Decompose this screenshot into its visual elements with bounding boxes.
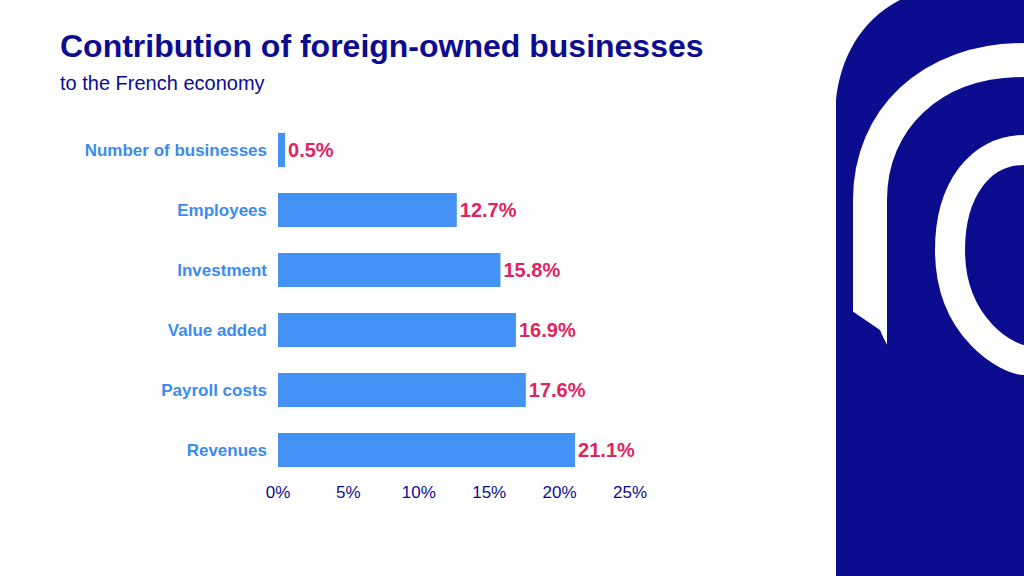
svg-text:0.5%: 0.5% xyxy=(288,139,334,161)
svg-text:15%: 15% xyxy=(472,483,506,502)
svg-text:Revenues: Revenues xyxy=(187,441,267,460)
svg-text:5%: 5% xyxy=(336,483,361,502)
svg-text:Value added: Value added xyxy=(168,321,267,340)
svg-text:Payroll costs: Payroll costs xyxy=(161,381,267,400)
svg-text:Number of businesses: Number of businesses xyxy=(85,141,267,160)
svg-text:0%: 0% xyxy=(266,483,291,502)
svg-text:Employees: Employees xyxy=(177,201,267,220)
svg-text:25%: 25% xyxy=(613,483,647,502)
svg-text:17.6%: 17.6% xyxy=(529,379,586,401)
svg-text:Investment: Investment xyxy=(177,261,267,280)
svg-text:15.8%: 15.8% xyxy=(503,259,560,281)
svg-text:16.9%: 16.9% xyxy=(519,319,576,341)
svg-text:20%: 20% xyxy=(543,483,577,502)
svg-text:to the French economy: to the French economy xyxy=(60,72,265,94)
svg-text:Contribution of foreign-owned: Contribution of foreign-owned businesses xyxy=(60,28,704,64)
svg-text:21.1%: 21.1% xyxy=(578,439,635,461)
svg-text:12.7%: 12.7% xyxy=(460,199,517,221)
svg-text:10%: 10% xyxy=(402,483,436,502)
